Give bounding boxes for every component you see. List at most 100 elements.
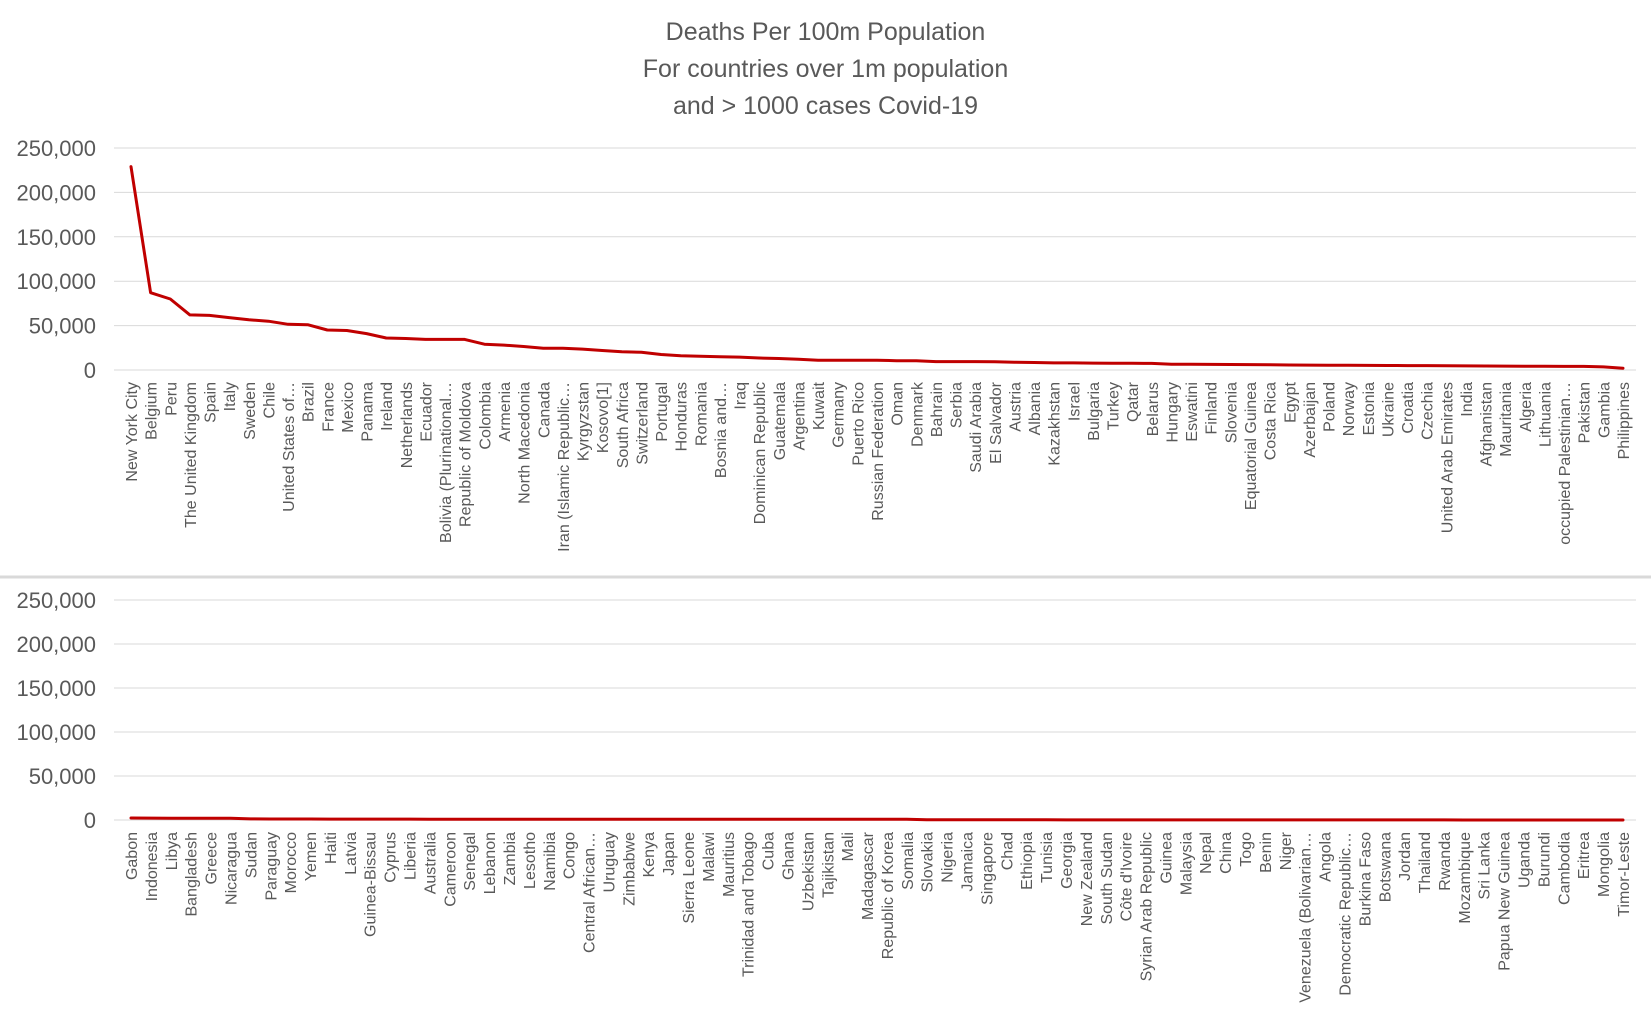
data-point (468, 818, 471, 821)
x-tick-label: Malawi (701, 832, 718, 882)
x-tick-label: Panama (360, 382, 377, 442)
data-point (1025, 818, 1028, 821)
x-tick-label: Sudan (243, 832, 260, 878)
x-tick-label: Saudi Arabia (968, 382, 985, 473)
data-point (846, 818, 849, 821)
data-point (706, 818, 709, 821)
x-tick-label: France (320, 382, 337, 432)
y-tick-label: 200,000 (16, 180, 96, 205)
x-tick-label: Mauritius (721, 832, 738, 897)
x-tick-label: Ukraine (1380, 382, 1397, 437)
data-point (488, 818, 491, 821)
data-point (188, 313, 191, 316)
y-tick-label: 200,000 (16, 632, 96, 657)
data-point (1323, 818, 1326, 821)
x-tick-label: Congo (562, 832, 579, 879)
x-tick-label: Tajikistan (820, 832, 837, 898)
x-tick-label: Namibia (542, 832, 559, 891)
data-point (444, 338, 447, 341)
x-tick-label: Nepal (1198, 832, 1215, 874)
data-point (247, 318, 250, 321)
data-point (1131, 362, 1134, 365)
data-point (1562, 818, 1565, 821)
data-point (866, 818, 869, 821)
data-point (726, 818, 729, 821)
x-tick-label: Benin (1258, 832, 1275, 873)
x-tick-label: Latvia (343, 832, 360, 875)
data-point (667, 818, 670, 821)
y-tick-label: 0 (84, 358, 96, 383)
x-tick-label: Democratic Republic… (1337, 832, 1354, 996)
x-tick-label: Togo (1238, 832, 1255, 867)
x-tick-label: Côte d'Ivoire (1119, 832, 1136, 921)
data-point (974, 360, 977, 363)
data-point (647, 818, 650, 821)
data-point (1170, 363, 1173, 366)
data-point (718, 355, 721, 358)
x-tick-label: Ecuador (418, 381, 435, 441)
data-point (679, 354, 682, 357)
data-point (503, 344, 506, 347)
x-tick-label: Croatia (1400, 382, 1417, 434)
data-point (1425, 364, 1428, 367)
data-point (463, 338, 466, 341)
x-tick-label: Bahrain (929, 382, 946, 437)
data-point (1033, 361, 1036, 364)
x-tick-label: Georgia (1059, 832, 1076, 889)
x-tick-label: Armenia (497, 382, 514, 442)
data-point (587, 818, 590, 821)
y-tick-label: 50,000 (29, 764, 96, 789)
data-point (348, 818, 351, 821)
chart-title: Deaths Per 100m Population For countries… (0, 14, 1651, 125)
x-tick-label: Iran (Islamic Republic… (556, 382, 573, 552)
x-tick-label: Malaysia (1178, 832, 1195, 895)
x-tick-label: South Africa (615, 382, 632, 468)
y-tick-label: 150,000 (16, 676, 96, 701)
x-tick-label: North Macedonia (517, 382, 534, 504)
data-point (1072, 361, 1075, 364)
data-point (797, 358, 800, 361)
data-point (1164, 818, 1167, 821)
x-tick-label: Australia (422, 832, 439, 894)
x-tick-label: Timor-Leste (1616, 832, 1633, 917)
data-point (483, 343, 486, 346)
x-tick-label: Syrian Arab Republic (1139, 832, 1156, 981)
x-tick-label: Peru (163, 382, 180, 416)
x-tick-label: Botswana (1377, 832, 1394, 902)
data-point (1209, 363, 1212, 366)
x-tick-label: Uruguay (601, 832, 618, 892)
data-point (817, 359, 820, 362)
x-tick-label: Canada (536, 382, 553, 438)
x-tick-label: Burkina Faso (1357, 832, 1374, 926)
data-point (1091, 362, 1094, 365)
x-tick-label: Thailand (1417, 832, 1434, 893)
x-tick-label: Sri Lanka (1477, 832, 1494, 900)
series-line (129, 165, 1625, 370)
x-tick-label: Ghana (780, 832, 797, 880)
x-tick-label: Gambia (1596, 382, 1613, 438)
data-point (1522, 818, 1525, 821)
data-point (1244, 818, 1247, 821)
x-tick-label: United States of… (281, 382, 298, 512)
x-tick-label: Kyrgyzstan (576, 382, 593, 461)
x-tick-label: The United Kingdom (183, 382, 200, 528)
x-tick-label: Cuba (761, 832, 778, 870)
x-tick-label: Guatemala (772, 382, 789, 460)
x-tick-label: New Zealand (1079, 832, 1096, 926)
x-tick-label: Algeria (1518, 382, 1535, 432)
x-tick-label: Argentina (791, 382, 808, 451)
x-tick-label: Venezuela (Bolivarian… (1298, 832, 1315, 1003)
data-point (289, 818, 292, 821)
data-point (1064, 818, 1067, 821)
x-tick-label: Tunisia (1039, 832, 1056, 883)
data-point (1464, 364, 1467, 367)
data-point (1184, 818, 1187, 821)
data-point (547, 818, 550, 821)
x-tick-label: Puerto Rico (850, 382, 867, 466)
x-tick-label: Morocco (283, 832, 300, 893)
data-point (607, 818, 610, 821)
x-tick-label: Russian Federation (870, 382, 887, 521)
x-tick-label: Mali (840, 832, 857, 861)
